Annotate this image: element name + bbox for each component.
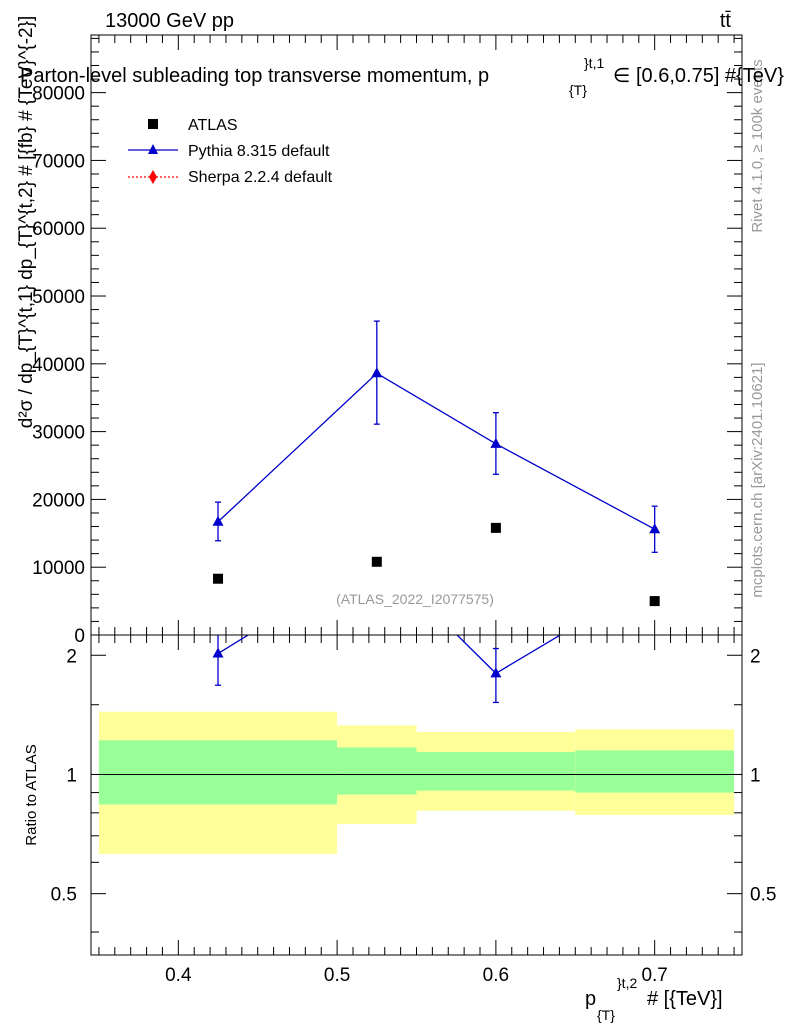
legend-atlas-marker <box>148 119 158 129</box>
x-axis-label: p {T} }t,2 # [{TeV}] <box>585 975 723 1023</box>
pythia-point <box>649 523 661 534</box>
legend-sherpa-marker <box>149 170 157 184</box>
main-plot-panel: 0 10000 20000 30000 40000 50000 60000 70000 8000… <box>32 34 743 647</box>
ratio-y-tick-label: 0.5 <box>51 885 77 906</box>
ratio-uncertainty-bands <box>91 711 742 854</box>
plot-title-sub: {T} <box>569 82 587 98</box>
legend-entry-sherpa: Sherpa 2.2.4 default <box>128 169 333 186</box>
legend: ATLAS Pythia 8.315 default Sherpa 2.2.4 … <box>128 117 333 186</box>
ratio-ticks: 0.5 0.5 1 1 2 2 0.4 0.5 0.6 0.7 <box>51 635 776 986</box>
pythia-ratio-point <box>490 667 502 678</box>
main-y-axis-label: d²σ / dp_{T}^{t,1} dp_{T}^{t,2} # [{fb} … <box>16 16 37 428</box>
rivet-label: Rivet 4.1.0, ≥ 100k events <box>749 59 766 232</box>
y-tick-label: 20000 <box>32 490 85 511</box>
atlas-point <box>371 556 382 567</box>
ratio-y-axis-label: Ratio to ATLAS <box>23 744 40 845</box>
pythia-point <box>371 367 383 378</box>
legend-pythia-marker <box>148 144 158 154</box>
ratio-y-tick-label: 2 <box>66 646 77 667</box>
x-axis-label-sup: }t,2 <box>617 975 637 991</box>
energy-label: 13000 GeV pp <box>105 10 234 32</box>
pythia-ratio-line <box>217 635 562 675</box>
mcplots-label: mcplots.cern.ch [arXiv:2401.10621] <box>749 362 766 597</box>
green-band <box>575 750 735 793</box>
x-axis-label-sub: {T} <box>597 1007 615 1023</box>
main-plot-ticks: 0 10000 20000 30000 40000 50000 60000 70000 8000… <box>32 35 742 647</box>
ratio-data <box>212 573 660 704</box>
x-tick-label: 0.6 <box>483 965 509 986</box>
atlas-point <box>213 573 224 584</box>
plot-title-sup: }t,1 <box>584 55 604 71</box>
ratio-y-tick-label-right: 2 <box>750 646 761 667</box>
green-band <box>98 740 338 805</box>
y-tick-label: 30000 <box>32 423 85 444</box>
atlas-point <box>649 596 660 607</box>
y-tick-label: 40000 <box>32 355 85 376</box>
y-tick-label: 0 <box>74 626 85 647</box>
x-tick-label: 0.5 <box>324 965 350 986</box>
x-axis-label-main: p <box>585 988 596 1010</box>
pythia-line <box>217 372 655 530</box>
y-tick-label: 60000 <box>32 219 85 240</box>
analysis-watermark: (ATLAS_2022_I2077575) <box>336 591 494 607</box>
ratio-y-tick-label: 1 <box>66 765 77 786</box>
pythia-point <box>212 515 224 526</box>
plot-title: Parton-level subleading top transverse m… <box>20 55 784 98</box>
y-tick-label: 80000 <box>32 84 85 105</box>
pythia-ratio-point <box>649 573 660 583</box>
y-tick-label: 70000 <box>32 151 85 172</box>
legend-entry-pythia: Pythia 8.315 default <box>128 143 330 160</box>
main-plot-data <box>212 320 661 607</box>
process-label: tt̄ <box>720 10 732 32</box>
plot-title-main: Parton-level subleading top transverse m… <box>20 65 489 87</box>
y-tick-label: 50000 <box>32 287 85 308</box>
ratio-y-tick-label-right: 1 <box>750 765 761 786</box>
plot-title-tail: ∈ [0.6,0.75] #{TeV} <box>613 65 784 87</box>
y-tick-label: 10000 <box>32 558 85 579</box>
ratio-y-tick-label-right: 0.5 <box>750 885 776 906</box>
atlas-point <box>490 522 501 533</box>
legend-entry-atlas: ATLAS <box>148 117 238 134</box>
x-tick-label: 0.4 <box>165 965 192 986</box>
green-band <box>337 747 417 795</box>
green-band <box>416 751 576 791</box>
ratio-frame <box>90 634 743 956</box>
x-axis-label-tail: # [{TeV}] <box>647 988 723 1010</box>
pythia-point <box>490 437 502 448</box>
pythia-ratio-point <box>212 647 224 658</box>
legend-atlas-label: ATLAS <box>188 117 238 134</box>
ratio-panel: 0.5 0.5 1 1 2 2 0.4 0.5 0.6 0.7 <box>51 573 776 986</box>
legend-sherpa-label: Sherpa 2.2.4 default <box>188 169 333 186</box>
x-tick-label: 0.7 <box>641 965 667 986</box>
legend-pythia-label: Pythia 8.315 default <box>188 143 330 160</box>
